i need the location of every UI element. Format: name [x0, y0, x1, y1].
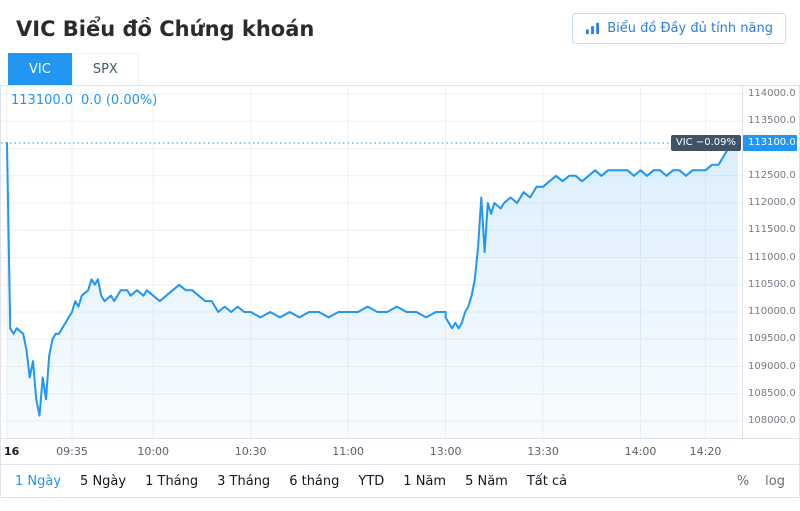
price-line [6, 142, 739, 417]
symbol-tabs: VIC SPX [8, 53, 800, 85]
fullscreen-chart-button-label: Biểu đồ Đầy đủ tính năng [607, 21, 773, 36]
chart-icon [585, 22, 600, 35]
price-tick-label: 110000.0 [748, 306, 796, 317]
price-tick-label: 112000.0 [748, 197, 796, 208]
price-tick-label: 114000.0 [748, 88, 796, 99]
range-6-thang[interactable]: 6 tháng [289, 473, 340, 489]
price-tick-label: 108500.0 [748, 387, 796, 399]
chart-body: 113100.0 0.0 (0.00%) VIC −0.09% 113100.0… [1, 86, 799, 438]
price-tick-label: 109000.0 [748, 360, 796, 372]
range-5-ngay[interactable]: 5 Ngày [80, 473, 127, 489]
chart-container: 113100.0 0.0 (0.00%) VIC −0.09% 113100.0… [0, 85, 800, 498]
price-tick-label: 108000.0 [748, 415, 796, 426]
time-tick-label: 10:30 [234, 445, 267, 458]
range-tat-ca[interactable]: Tất cả [526, 473, 568, 489]
scale-toggles: % log [737, 474, 785, 489]
last-price-series-badge: VIC −0.09% [670, 135, 741, 152]
price-tick-label: 111500.0 [748, 224, 796, 236]
last-price-axis-label: 113100.0 [743, 135, 797, 152]
time-tick-label: 14:20 [689, 445, 722, 458]
price-axis[interactable]: 113100.0 114000.0113500.0113000.0112500.… [742, 86, 799, 438]
range-toolbar: 1 Ngày 5 Ngày 1 Tháng 3 Tháng 6 tháng YT… [1, 464, 799, 497]
price-tick-label: 112500.0 [748, 169, 796, 181]
date-tick-label: 16 [4, 445, 20, 458]
range-5-nam[interactable]: 5 Năm [465, 473, 508, 489]
price-chart-svg[interactable] [1, 86, 742, 438]
price-tick-label: 113500.0 [748, 115, 796, 127]
header: VIC Biểu đồ Chứng khoán Biểu đồ Đầy đủ t… [0, 0, 800, 53]
time-tick-label: 09:35 [56, 445, 88, 458]
price-tick-label: 109500.0 [748, 333, 796, 345]
time-axis[interactable]: 16 09:35 10:00 10:30 11:00 13:00 13:30 14:00 14:… [1, 438, 799, 464]
time-tick-label: 14:00 [624, 445, 657, 458]
time-tick-label: 13:00 [429, 445, 462, 458]
log-scale-button[interactable]: log [765, 473, 785, 489]
price-tick-label: 111000.0 [748, 251, 796, 263]
range-1-ngay[interactable]: 1 Ngày [15, 473, 62, 489]
range-ytd[interactable]: YTD [358, 473, 385, 489]
page-title: VIC Biểu đồ Chứng khoán [16, 16, 315, 41]
range-3-thang[interactable]: 3 Tháng [217, 473, 271, 489]
time-tick-label: 10:00 [137, 445, 170, 458]
time-tick-label: 13:30 [527, 445, 559, 458]
time-tick-label: 11:00 [332, 445, 364, 458]
tab-vic[interactable]: VIC [8, 53, 72, 85]
tab-spx[interactable]: SPX [71, 53, 139, 85]
chart-pane[interactable]: 113100.0 0.0 (0.00%) VIC −0.09% [1, 86, 742, 438]
range-1-thang[interactable]: 1 Tháng [145, 473, 199, 489]
percent-scale-button[interactable]: % [736, 473, 750, 489]
price-area [7, 143, 738, 438]
range-1-nam[interactable]: 1 Năm [403, 473, 447, 489]
price-tick-label: 110500.0 [748, 278, 796, 290]
fullscreen-chart-button[interactable]: Biểu đồ Đầy đủ tính năng [572, 13, 786, 44]
